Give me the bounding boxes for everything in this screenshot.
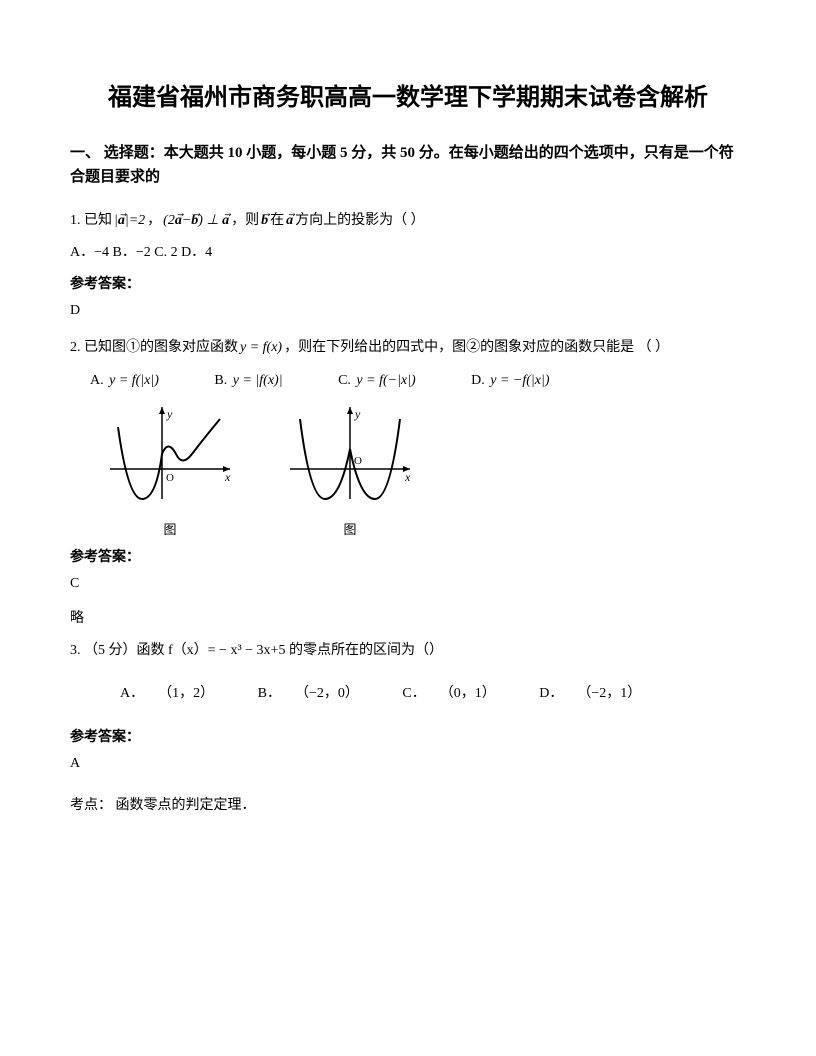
q2-graphs: y x O 图 y x O 图 [100, 399, 746, 538]
q2-opt-a-formula: y = f(|x|) [107, 373, 161, 389]
q2-graph-2: y x O 图 [280, 399, 420, 538]
page-title: 福建省福州市商务职高高一数学理下学期期末试卷含解析 [70, 80, 746, 116]
q3-answer-label: 参考答案： [70, 726, 746, 746]
q3-opt-d-label: D． [539, 686, 563, 701]
q3-option-c: C． （0，1） [402, 680, 495, 708]
q1-mid2: ，则 [231, 213, 259, 228]
q1-formula-2: (2a⃗−b⃗) ⊥ a⃗ [161, 207, 231, 235]
question-3-text: 3. （5 分）函数 f（x）= − x³ − 3x+5 的零点所在的区间为（） [70, 637, 746, 665]
question-1: 1. 已知|a⃗|=2，(2a⃗−b⃗) ⊥ a⃗，则b⃗在a⃗方向上的投影为（… [70, 207, 746, 319]
q3-option-b: B． （−2，0） [258, 680, 359, 708]
q3-opt-c-label: C． [402, 686, 425, 701]
graph-1-origin: O [166, 472, 174, 484]
q2-opt-c-label: C. [338, 373, 351, 388]
q2-graph-1-label: 图 [100, 519, 240, 538]
graph-1-y-label: y [166, 407, 173, 421]
q2-opt-d-formula: y = −f(|x|) [488, 373, 551, 389]
q1-formula-4: a⃗ [284, 207, 295, 235]
q1-formula-1: |a⃗|=2 [112, 207, 147, 235]
graph-2-origin: O [354, 455, 362, 467]
q1-formula-3: b⃗ [259, 207, 270, 235]
q2-opt-c-formula: y = f(−|x|) [354, 373, 417, 389]
q2-brief: 略 [70, 607, 746, 627]
q3-opt-c-val: （0，1） [440, 686, 496, 701]
q3-option-d: D． （−2，1） [539, 680, 641, 708]
q2-opt-a-label: A. [90, 373, 104, 388]
q2-opt-d-label: D. [471, 373, 485, 388]
q1-mid3: 在 [270, 213, 284, 228]
graph-1-x-label: x [224, 470, 231, 484]
q3-answer: A [70, 756, 746, 772]
q1-answer: D [70, 303, 746, 319]
q2-option-a: A. y = f(|x|) [90, 373, 161, 389]
q1-suffix: 方向上的投影为（ ） [295, 213, 425, 228]
q2-answer: C [70, 576, 746, 592]
q2-graph-2-label: 图 [280, 519, 420, 538]
q2-formula-1: y = f(x) [238, 334, 284, 362]
q2-opt-b-formula: y = |f(x)| [231, 373, 285, 389]
question-2-text: 2. 已知图①的图象对应函数y = f(x)，则在下列给出的四式中，图②的图象对… [70, 334, 746, 362]
q1-options: A．−4 B．−2 C. 2 D．4 [70, 240, 746, 265]
q2-opt-b-label: B. [214, 373, 227, 388]
q2-suffix: ，则在下列给出的四式中，图②的图象对应的函数只能是 （ ） [284, 341, 669, 356]
graph-1-svg: y x O [100, 399, 240, 509]
q2-option-b: B. y = |f(x)| [214, 373, 284, 389]
q3-option-a: A． （1，2） [120, 680, 214, 708]
graph-2-svg: y x O [280, 399, 420, 509]
q2-prefix: 2. 已知图①的图象对应函数 [70, 341, 238, 356]
q2-graph-1: y x O 图 [100, 399, 240, 538]
q3-opt-d-val: （−2，1） [577, 686, 641, 701]
graph-2-x-label: x [404, 470, 411, 484]
graph-2-y-label: y [354, 407, 361, 421]
q3-opt-b-label: B． [258, 686, 281, 701]
q2-options: A. y = f(|x|) B. y = |f(x)| C. y = f(−|x… [70, 373, 746, 389]
q1-answer-label: 参考答案： [70, 273, 746, 293]
q2-answer-label: 参考答案： [70, 546, 746, 566]
q3-opt-b-val: （−2，0） [295, 686, 359, 701]
section-1-header: 一、 选择题：本大题共 10 小题，每小题 5 分，共 50 分。在每小题给出的… [70, 141, 746, 189]
q3-note: 考点： 函数零点的判定定理． [70, 792, 746, 820]
question-2: 2. 已知图①的图象对应函数y = f(x)，则在下列给出的四式中，图②的图象对… [70, 334, 746, 626]
q2-option-c: C. y = f(−|x|) [338, 373, 418, 389]
q1-mid1: ， [147, 213, 161, 228]
q2-option-d: D. y = −f(|x|) [471, 373, 551, 389]
question-1-text: 1. 已知|a⃗|=2，(2a⃗−b⃗) ⊥ a⃗，则b⃗在a⃗方向上的投影为（… [70, 207, 746, 235]
q3-options: A． （1，2） B． （−2，0） C． （0，1） D． （−2，1） [70, 680, 746, 708]
question-3: 3. （5 分）函数 f（x）= − x³ − 3x+5 的零点所在的区间为（）… [70, 637, 746, 820]
q3-opt-a-label: A． [120, 686, 144, 701]
q1-prefix: 1. 已知 [70, 213, 112, 228]
q3-opt-a-val: （1，2） [158, 686, 214, 701]
